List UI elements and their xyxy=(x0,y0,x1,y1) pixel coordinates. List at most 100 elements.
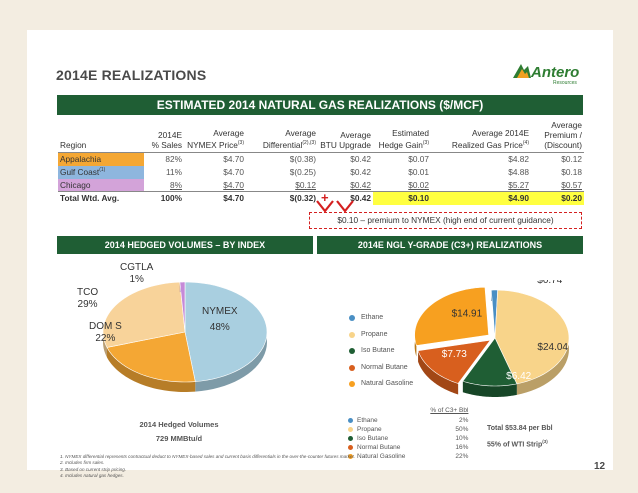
nymex-cell: $4.70 xyxy=(184,191,246,205)
slice-propane xyxy=(494,289,570,395)
ngl-percent-table: % of C3+ Bbl Ethane 2% Propane 50% Iso Butan… xyxy=(348,406,468,461)
table-row: Gulf Coast(1) 11% $4.70 $(0.25) $0.42 $0… xyxy=(58,165,584,179)
pct-name: Normal Butane xyxy=(357,444,401,451)
pct-value: 50% xyxy=(455,426,469,433)
legend-item: Ethane xyxy=(349,313,413,330)
ngl-legend: Ethane Propane Iso Butane Normal Butane Natu… xyxy=(349,313,413,396)
pct-name-cell: Natural Gasoline xyxy=(348,452,405,461)
pct-value: 22% xyxy=(455,453,469,460)
ngl-pie-chart: $0.74 $24.04 $6.42 $7.73 $14.91 xyxy=(414,280,570,397)
footnote: 1. NYMEX differential represents contrac… xyxy=(60,454,356,459)
region-cell: Total Wtd. Avg. xyxy=(58,191,144,205)
caption-line2: 729 MMBtu/d xyxy=(155,434,203,443)
total-sup: (3) xyxy=(542,439,548,444)
logo-text: Antero xyxy=(531,64,580,81)
footnote: 3. Based on current strip pricing. xyxy=(60,466,127,472)
pct-row: Natural Gasoline 22% xyxy=(348,452,468,461)
premium-cell: $0.12 xyxy=(561,154,582,165)
ngl-total-note: Total $53.84 per Bbl 55% of WTI Strip(3) xyxy=(487,422,553,451)
diff-cell: $(0.25) xyxy=(289,167,316,177)
legend-swatch xyxy=(349,315,355,321)
cgtla-label: CGTLA 1% xyxy=(120,262,153,286)
pct-value: 10% xyxy=(455,435,469,442)
pct-name: Iso Butane xyxy=(357,435,389,442)
nymex-cell: $4.70 xyxy=(223,167,244,177)
realized-cell: $4.90 xyxy=(431,191,531,205)
slice-normal-butane xyxy=(417,339,491,395)
footnotes: 1. NYMEX differential represents contrac… xyxy=(60,454,355,480)
pct-name-cell: Propane xyxy=(348,425,405,434)
ngl-banner: 2014E NGL Y-GRADE (C3+) REALIZATIONS xyxy=(317,236,583,254)
legend-label: Normal Butane xyxy=(361,363,408,371)
nymex-name: NYMEX xyxy=(202,306,238,317)
sales-cell: 82% xyxy=(165,154,182,165)
slice-cgtla xyxy=(179,281,186,333)
total-line1: Total $53.84 per Bbl xyxy=(487,425,553,432)
footnote: 4. Includes natural gas hedges. xyxy=(60,473,124,479)
total-line2: 55% of WTI Strip xyxy=(487,441,543,449)
legend-item: Normal Butane xyxy=(349,363,413,380)
header-diff-sup: (2),(3) xyxy=(302,140,316,147)
legend-label: Natural Gasoline xyxy=(361,380,414,387)
header-hedge-line2: Hedge Gain xyxy=(378,140,423,150)
slice-natural-gasoline xyxy=(414,286,489,357)
hedge-cell: $0.10 xyxy=(373,191,431,205)
pct-swatch xyxy=(348,444,353,450)
data-label: $14.91 xyxy=(452,308,483,319)
nymex-cell: $4.70 xyxy=(223,154,244,165)
hedge-cell: $0.07 xyxy=(408,154,429,165)
region-sup: (1) xyxy=(99,167,106,174)
btu-cell: $0.42 xyxy=(350,154,371,165)
header-nymex-line2: NYMEX Price xyxy=(187,140,238,150)
header-sales-line2: % Sales xyxy=(151,140,182,150)
hedged-volumes-banner: 2014 HEDGED VOLUMES – BY INDEX xyxy=(57,236,313,254)
cgtla-name: CGTLA xyxy=(120,262,154,273)
pct-name-cell: Iso Butane xyxy=(348,434,405,443)
premium-cell: $0.20 xyxy=(531,191,584,205)
data-label: $7.73 xyxy=(442,349,467,360)
table-row: Appalachia 82% $4.70 $(0.38) $0.42 $0.07… xyxy=(58,152,584,166)
sales-cell: 8% xyxy=(170,179,182,190)
region-label: Gulf Coast xyxy=(60,167,100,177)
header-hedge-sup: (3) xyxy=(422,140,429,147)
diff-cell: $0.12 xyxy=(295,179,316,190)
nymex-cell: $4.70 xyxy=(223,179,244,190)
diff-cell: $(0.32) xyxy=(246,191,318,205)
tco-name: TCO xyxy=(77,287,99,298)
legend-swatch xyxy=(349,364,355,371)
region-cell: Appalachia xyxy=(58,152,144,166)
region-cell: Chicago xyxy=(58,178,144,192)
pct-swatch xyxy=(348,435,353,441)
header-nymex-sup: (3) xyxy=(237,140,244,147)
cgtla-pct: 1% xyxy=(129,274,144,285)
pct-name: Propane xyxy=(357,426,382,433)
hedged-volumes-caption: 2014 Hedged Volumes 729 MMBtu/d xyxy=(119,418,239,446)
legend-swatch xyxy=(349,331,355,338)
total-row: Total Wtd. Avg. 100% $4.70 $(0.32) $0.42… xyxy=(58,191,584,205)
data-label: $24.04 xyxy=(537,342,568,353)
pct-name: Natural Gasoline xyxy=(357,453,406,460)
legend-item: Natural Gasoline xyxy=(349,379,413,396)
logo-mark-icon xyxy=(513,64,531,78)
slice-dom-s xyxy=(106,331,196,392)
nymex-pct: 48% xyxy=(209,322,230,333)
legend-swatch xyxy=(349,381,355,387)
hedge-cell: $0.01 xyxy=(408,167,429,177)
table-row: Chicago 8% $4.70 $0.12 $0.42 $0.02 $5.27… xyxy=(58,178,584,192)
doms-pct: 22% xyxy=(95,333,116,344)
page-number: 12 xyxy=(594,461,606,472)
pct-swatch xyxy=(348,417,353,423)
diff-cell: $(0.38) xyxy=(289,154,316,165)
header-region: Region xyxy=(60,140,87,150)
pct-swatch xyxy=(348,426,353,432)
pct-value: 2% xyxy=(459,417,469,424)
header-diff-line1: Average xyxy=(285,128,316,139)
doms-label: DOM S 22% xyxy=(89,321,122,345)
data-label: $0.74 xyxy=(537,280,562,286)
table-header-row: Region 2014E% Sales Average NYMEX Price(3… xyxy=(58,120,584,153)
plus-sign: + xyxy=(321,190,329,205)
btu-cell: $0.42 xyxy=(350,167,371,177)
legend-label: Propane xyxy=(361,330,388,338)
region-cell: Gulf Coast(1) xyxy=(58,165,144,179)
sales-cell: 100% xyxy=(144,191,184,205)
